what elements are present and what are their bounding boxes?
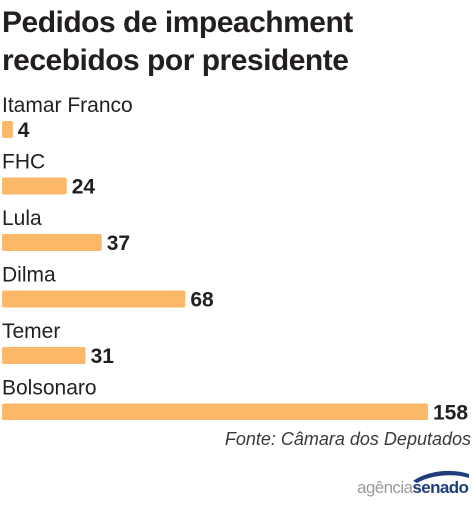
source-note: Fonte: Câmara dos Deputados: [224, 429, 471, 449]
value-label: 68: [190, 289, 214, 312]
value-label: 31: [91, 345, 115, 368]
logo-swoosh-icon: [413, 470, 469, 483]
value-label: 24: [72, 176, 96, 199]
chart-title-line-2: recebidos por presidente: [2, 44, 349, 77]
value-label: 37: [107, 232, 130, 255]
category-label: FHC: [2, 151, 45, 174]
bar-temer: [2, 347, 86, 364]
value-label: 4: [18, 119, 30, 142]
logo-text-bold: senado: [412, 478, 469, 497]
category-label: Itamar Franco: [2, 94, 133, 117]
logo-wordmark: agênciasenado: [357, 478, 469, 498]
chart-title: Pedidos de impeachment recebidos por pre…: [2, 4, 470, 80]
bar-dilma: [2, 290, 186, 308]
bar-itamar-franco: [2, 121, 13, 138]
category-label: Bolsonaro: [2, 377, 97, 400]
logo-text-light: agência: [357, 478, 413, 497]
category-label: Lula: [2, 207, 42, 230]
bar-bolsonaro: [2, 403, 428, 420]
bar-lula: [2, 234, 102, 251]
category-label: Dilma: [2, 264, 56, 287]
value-label: 158: [433, 402, 468, 421]
chart-title-line-1: Pedidos de impeachment: [2, 6, 353, 39]
agencia-senado-logo: agênciasenado: [355, 466, 471, 502]
category-label: Temer: [2, 320, 60, 343]
bar-fhc: [2, 177, 67, 195]
